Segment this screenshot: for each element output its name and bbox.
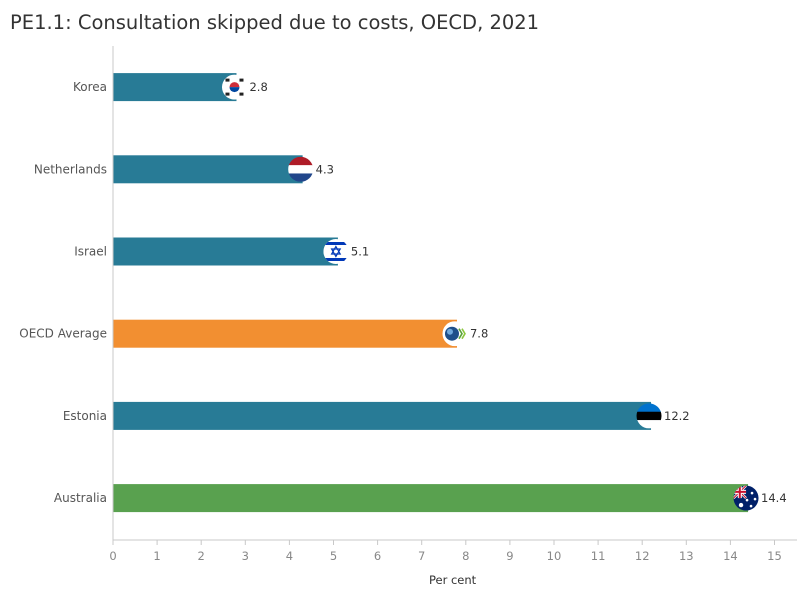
value-label: 4.3 — [316, 162, 334, 176]
value-label: 12.2 — [664, 409, 690, 423]
x-tick-label: 10 — [547, 549, 562, 563]
x-tick-label: 14 — [723, 549, 738, 563]
x-axis-title: Per cent — [429, 573, 477, 587]
category-label: OECD Average — [19, 327, 107, 341]
x-tick-label: 7 — [418, 549, 425, 563]
x-tick-label: 6 — [374, 549, 381, 563]
category-label: Netherlands — [34, 162, 107, 176]
bar — [113, 73, 237, 102]
x-tick-label: 4 — [286, 549, 293, 563]
x-tick-label: 2 — [198, 549, 205, 563]
flag-israel-icon — [323, 239, 349, 264]
x-tick-label: 12 — [635, 549, 650, 563]
bar — [113, 401, 652, 430]
x-tick-label: 3 — [242, 549, 249, 563]
chart-title: PE1.1: Consultation skipped due to costs… — [10, 11, 540, 34]
bar — [113, 319, 457, 348]
flag-netherlands-icon — [288, 156, 314, 182]
x-tick-label: 11 — [591, 549, 606, 563]
category-label: Korea — [73, 80, 107, 94]
flag-estonia-icon — [636, 403, 662, 429]
category-label: Australia — [54, 491, 107, 505]
x-tick-label: 5 — [330, 549, 337, 563]
bar — [113, 237, 338, 266]
x-tick-label: 13 — [679, 549, 694, 563]
x-tick-label: 0 — [109, 549, 116, 563]
flag-australia-icon — [733, 485, 759, 511]
x-tick-label: 8 — [462, 549, 469, 563]
x-tick-label: 1 — [153, 549, 160, 563]
value-label: 2.8 — [249, 80, 267, 94]
x-tick-label: 9 — [506, 549, 513, 563]
value-label: 7.8 — [470, 327, 488, 341]
value-label: 14.4 — [761, 491, 787, 505]
x-tick-label: 15 — [767, 549, 782, 563]
category-label: Estonia — [63, 409, 107, 423]
flag-korea-icon — [221, 74, 247, 100]
category-label: Israel — [74, 245, 107, 259]
value-label: 5.1 — [351, 245, 369, 259]
oecd-logo-icon — [442, 321, 468, 347]
bar — [113, 484, 749, 513]
bar — [113, 155, 303, 184]
